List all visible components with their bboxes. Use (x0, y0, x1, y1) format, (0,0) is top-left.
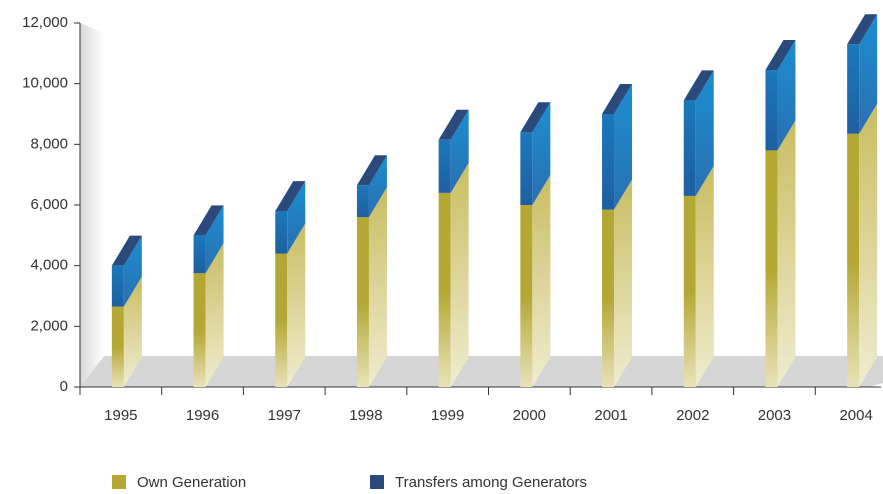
bar-front (356, 217, 369, 387)
y-tick-label: 0 (60, 378, 68, 395)
bar-front (438, 192, 451, 387)
bar-front (193, 273, 206, 387)
bar-front (683, 100, 696, 196)
y-tick-label: 6,000 (30, 196, 68, 213)
bar-top (847, 14, 878, 45)
bar-top (111, 235, 142, 266)
x-tick-label: 2000 (513, 407, 546, 424)
bar-top (520, 102, 551, 133)
y-tick-label: 4,000 (30, 257, 68, 274)
bar-side (777, 120, 796, 388)
bar-top (602, 84, 633, 114)
x-tick-label: 1997 (268, 407, 301, 424)
bar-side (695, 165, 714, 387)
bar-side (450, 109, 469, 193)
bar-front (847, 44, 860, 134)
y-tick-label: 2,000 (30, 317, 68, 334)
x-tick-label: 2002 (676, 407, 709, 424)
bar-side (859, 103, 878, 387)
bar-side (532, 175, 551, 387)
y-tick-label: 10,000 (22, 75, 68, 92)
x-tick-label: 1999 (431, 407, 464, 424)
bar-side (368, 155, 387, 218)
bar-side (859, 14, 878, 134)
bar-front (602, 114, 615, 210)
bar-front (111, 265, 124, 307)
bar-front (683, 195, 696, 387)
legend-label: Own Generation (137, 474, 246, 491)
legend-swatch (112, 475, 126, 489)
bar-front (356, 185, 369, 218)
bar-side (777, 40, 796, 151)
bar-side (614, 84, 633, 210)
bar-front (275, 211, 288, 254)
bar-side (532, 102, 551, 205)
x-tick-label: 2003 (758, 407, 791, 424)
bar-front (765, 70, 778, 151)
x-tick-label: 2004 (839, 407, 872, 424)
bar-front (520, 205, 533, 387)
bar-side (450, 162, 469, 387)
bar-front (602, 209, 615, 387)
y-tick-label: 12,000 (22, 14, 68, 31)
bar-side (695, 70, 714, 196)
x-tick-label: 1998 (349, 407, 382, 424)
x-tick-label: 1996 (186, 407, 219, 424)
y-tick-label: 8,000 (30, 135, 68, 152)
bar-top (683, 70, 714, 101)
bar-front (765, 150, 778, 387)
bar-top (356, 155, 387, 186)
bar-front (275, 253, 288, 387)
x-tick-label: 2001 (594, 407, 627, 424)
bar-top (438, 109, 469, 140)
bar-front (193, 235, 206, 274)
bar-top (275, 181, 306, 212)
bar-side (205, 243, 224, 387)
bar-side (205, 205, 224, 274)
bar-side (368, 187, 387, 387)
legend-swatch (370, 475, 384, 489)
bar-top (193, 205, 224, 236)
bar-top (765, 40, 796, 71)
bar-front (847, 133, 860, 387)
bar-side (123, 235, 142, 307)
bar-front (520, 132, 533, 205)
bar-side (287, 181, 306, 254)
back-wall (80, 23, 104, 387)
bar-side (614, 179, 633, 387)
bar-side (123, 276, 142, 387)
x-tick-label: 1995 (104, 407, 137, 424)
legend-label: Transfers among Generators (395, 474, 587, 491)
bar-front (111, 306, 124, 387)
bar-side (287, 223, 306, 387)
bar-front (438, 139, 451, 193)
